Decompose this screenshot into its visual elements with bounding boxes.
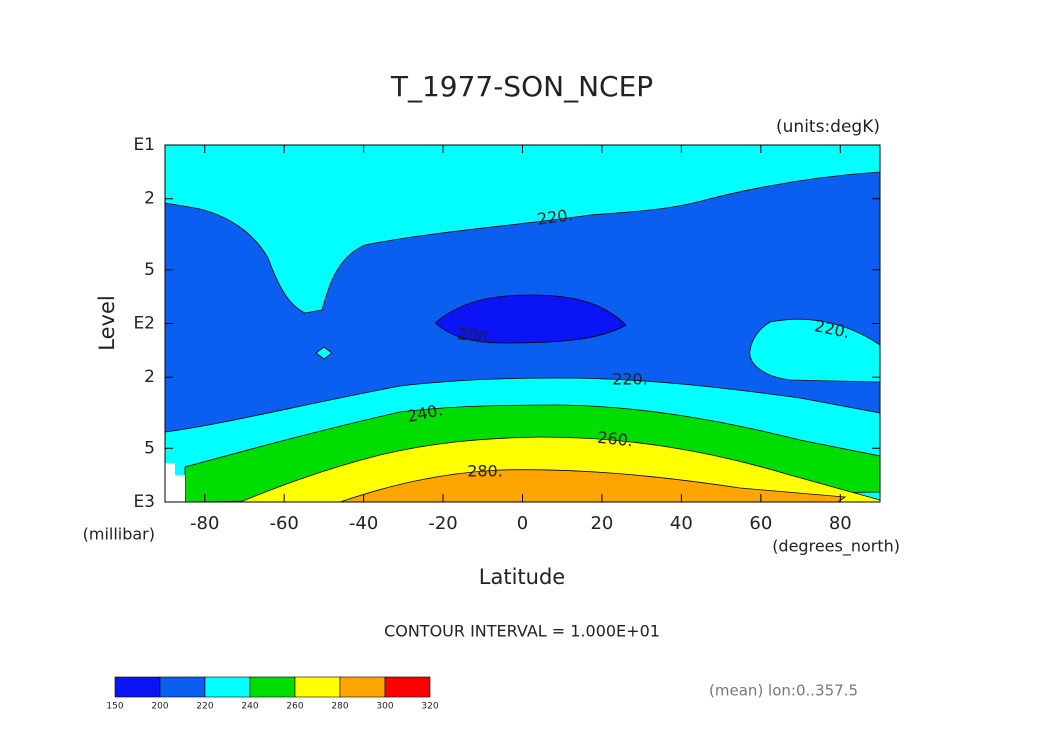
y-tick-label: 5 [144, 260, 155, 280]
colorbar-label: 280 [331, 702, 348, 712]
x-axis-label: Latitude [479, 565, 565, 589]
contour-region [315, 346, 333, 360]
y-tick-label: E2 [133, 314, 155, 334]
colorbar-label: 320 [421, 702, 438, 712]
contour-region [339, 469, 847, 503]
units-label: (units:degK) [776, 117, 880, 137]
x-tick-label: -60 [269, 513, 298, 534]
colorbar-label: 150 [106, 702, 123, 712]
x-tick-label: 20 [590, 513, 613, 534]
x-tick-label: -40 [349, 513, 378, 534]
contour-region [164, 144, 881, 314]
contour-label: 200. [456, 324, 494, 348]
contour-label: 260. [596, 428, 633, 451]
colorbar-box [339, 676, 386, 698]
x-tick-label: 60 [749, 513, 772, 534]
colorbar-label: 240 [241, 702, 258, 712]
colorbar-label: 260 [286, 702, 303, 712]
x-tick-label: -80 [190, 513, 219, 534]
x-tick-label: -20 [428, 513, 457, 534]
y-units: (millibar) [83, 525, 155, 544]
colorbar-label: 200 [151, 702, 168, 712]
missing-data [165, 463, 185, 502]
colorbar-label: 220 [196, 702, 213, 712]
colorbar-box [294, 676, 341, 698]
colorbar-box [204, 676, 251, 698]
contour-region [434, 294, 627, 344]
contour-label: 220. [612, 370, 648, 389]
colorbar-box [249, 676, 296, 698]
colorbar-label: 300 [376, 702, 393, 712]
contour-label: 220. [536, 205, 574, 229]
y-tick-label: 2 [144, 367, 155, 387]
x-tick-label: 40 [670, 513, 693, 534]
y-tick-label: 5 [144, 438, 155, 458]
colorbar-box [114, 676, 161, 698]
footnote: CONTOUR INTERVAL = 1.000E+01 [384, 622, 660, 641]
contour-label: 280. [467, 462, 503, 481]
colorbar-box [384, 676, 431, 698]
chart-title: T_1977-SON_NCEP [390, 70, 653, 103]
contour-region [749, 318, 881, 383]
y-tick-label: 2 [144, 189, 155, 209]
y-tick-label: E1 [133, 135, 155, 155]
colorbar-box [159, 676, 206, 698]
y-axis-label: Level [95, 295, 119, 350]
note: (mean) lon:0..357.5 [709, 682, 858, 700]
y-tick-label: E3 [133, 492, 155, 512]
x-tick-label: 80 [829, 513, 852, 534]
x-tick-label: 0 [517, 513, 528, 534]
x-units: (degrees_north) [772, 537, 900, 557]
